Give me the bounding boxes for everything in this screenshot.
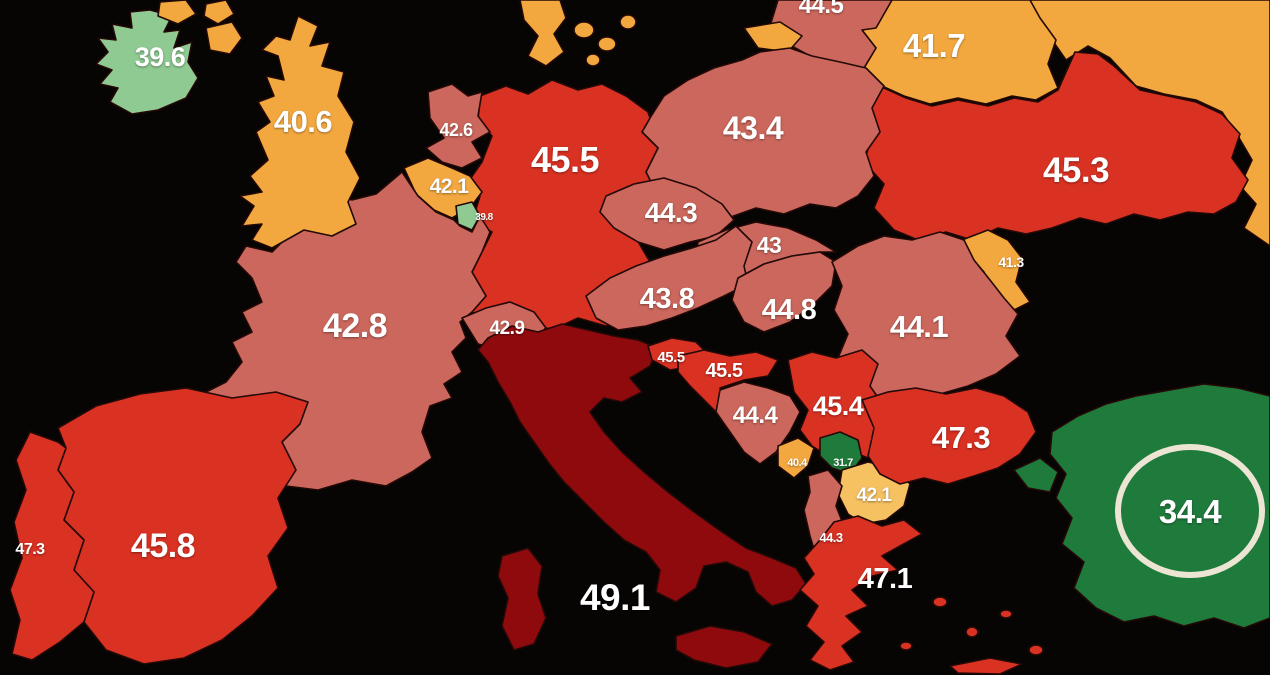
label-greece: 47.1 [858, 563, 913, 595]
label-kosovo: 31.7 [833, 457, 853, 469]
label-romania: 44.1 [890, 309, 949, 344]
island-sicily [675, 625, 773, 669]
country-denmark [519, 0, 637, 67]
label-poland: 43.4 [723, 110, 784, 146]
country-greece [799, 515, 1044, 675]
country-montenegro [777, 437, 815, 479]
label-bosnia-herzegovina: 44.4 [733, 402, 779, 429]
island-sardinia [497, 547, 547, 651]
label-turkey: 34.4 [1159, 493, 1222, 530]
highlight-circle-turkey [1115, 444, 1265, 578]
label-luxembourg: 39.8 [475, 212, 493, 223]
label-serbia: 45.4 [813, 391, 864, 421]
uk-scottish-isles [203, 0, 235, 25]
label-slovakia: 43 [757, 232, 782, 258]
country-bosnia-herzegovina [715, 381, 801, 465]
greek-island [965, 626, 979, 638]
label-lithuania: 44.5 [799, 0, 844, 19]
greek-island [932, 596, 948, 608]
country-hungary [731, 251, 837, 333]
turkey-thrace [1013, 457, 1059, 493]
country-italy [477, 323, 807, 669]
label-france: 42.8 [323, 307, 387, 345]
label-montenegro: 40.4 [787, 457, 808, 469]
label-slovenia: 45.5 [657, 349, 684, 366]
label-portugal: 47.3 [15, 541, 45, 558]
country-netherlands [425, 83, 491, 169]
country-russia [1027, 0, 1270, 247]
country-romania [831, 231, 1021, 399]
greek-island [1028, 644, 1044, 656]
country-ireland [95, 9, 199, 115]
label-austria: 43.8 [640, 283, 695, 315]
label-germany: 45.5 [531, 139, 600, 180]
label-belarus: 41.7 [903, 27, 965, 64]
label-italy: 49.1 [580, 577, 650, 618]
country-bulgaria [861, 387, 1037, 485]
country-portugal [9, 431, 95, 661]
label-ukraine: 45.3 [1043, 151, 1109, 190]
country-austria [585, 225, 753, 331]
country-united-kingdom [157, 0, 361, 249]
label-hungary: 44.8 [762, 294, 817, 326]
uk-scottish-isles [157, 0, 197, 25]
label-united-kingdom: 40.6 [274, 104, 333, 139]
greek-island [999, 609, 1013, 619]
label-spain: 45.8 [131, 527, 195, 565]
label-albania: 44.3 [819, 530, 843, 545]
country-ukraine [855, 51, 1249, 241]
country-kaliningrad-russia [743, 21, 803, 53]
label-czechia: 44.3 [645, 197, 698, 228]
label-bulgaria: 47.3 [932, 420, 991, 455]
island-crete [949, 657, 1023, 675]
country-turkey [1013, 383, 1270, 629]
label-croatia: 45.5 [706, 360, 743, 382]
label-switzerland: 42.9 [490, 318, 525, 339]
label-north-macedonia: 42.1 [857, 485, 893, 506]
greek-island [899, 641, 913, 651]
uk-northern-ireland [205, 21, 243, 55]
label-belgium: 42.1 [430, 175, 470, 198]
label-moldova: 41.3 [998, 254, 1024, 270]
label-ireland: 39.6 [135, 42, 186, 72]
label-netherlands: 42.6 [439, 120, 473, 140]
